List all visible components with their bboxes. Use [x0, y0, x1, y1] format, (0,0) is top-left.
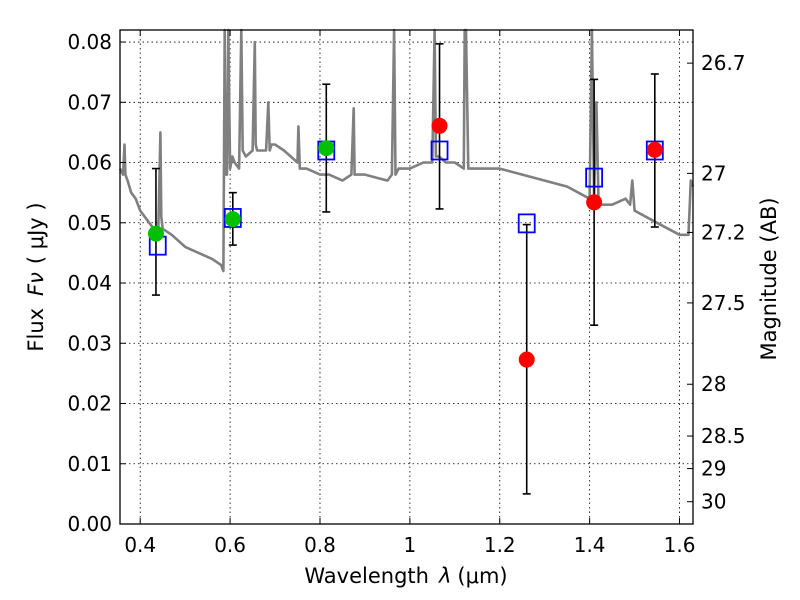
model-point [585, 167, 604, 188]
y-tick-label: 0.06 [67, 151, 112, 175]
y-tick-label: 0.03 [67, 331, 112, 355]
photometry-point [518, 351, 535, 368]
photometry-point [431, 117, 448, 134]
y2-tick-label: 27 [701, 161, 726, 185]
observed-photometry-points [147, 117, 663, 368]
y2-tick-label: 30 [701, 490, 726, 514]
grid [120, 30, 693, 525]
y-tick-label: 0.07 [67, 90, 112, 114]
x-tick-label: 1 [404, 533, 417, 557]
x-tick-label: 1.2 [484, 533, 516, 557]
y-tick-label: 0.08 [67, 30, 112, 54]
y2-tick-label: 28.5 [701, 424, 746, 448]
y-tick-label: 0.04 [67, 271, 112, 295]
sed-line [118, 28, 695, 273]
model-point [517, 213, 536, 234]
y2-tick-label: 26.7 [701, 51, 746, 75]
sed-model-spectrum [118, 28, 695, 273]
y-axis-label: FluxFν( μJy ) [24, 202, 48, 351]
x-tick-label: 0.4 [124, 533, 156, 557]
model-point [430, 140, 449, 161]
x-tick-label: 0.8 [304, 533, 336, 557]
y2-axis-label: Magnitude (AB) [757, 197, 781, 360]
x-tick-label: 1.4 [574, 533, 606, 557]
y-tick-label: 0.00 [67, 512, 112, 536]
y2-tick-label: 29 [701, 457, 726, 481]
photometry-point [318, 140, 335, 157]
photometry-point [646, 141, 663, 158]
x-tick-label: 0.6 [214, 533, 246, 557]
y2-tick-label: 27.5 [701, 291, 746, 315]
error-bars [151, 43, 659, 495]
x-tick-label: 1.6 [664, 533, 696, 557]
y2-tick-label: 27.2 [701, 220, 746, 244]
plot-frame [119, 29, 694, 525]
photometry-point [224, 211, 241, 228]
y-tick-label: 0.05 [67, 211, 112, 235]
x-axis-label: Wavelength λ (μm) [304, 564, 507, 588]
axis-ticks: 0.4 0.6 0.8 1 1.2 1.4 1.6 0.00 0.01 0.02 0.03 0.04 0… [67, 30, 746, 557]
model-point [645, 140, 664, 161]
photometry-point [147, 225, 164, 242]
y-tick-label: 0.01 [67, 452, 112, 476]
y-tick-label: 0.02 [67, 392, 112, 416]
y2-tick-label: 28 [701, 372, 726, 396]
photometry-point [586, 194, 603, 211]
